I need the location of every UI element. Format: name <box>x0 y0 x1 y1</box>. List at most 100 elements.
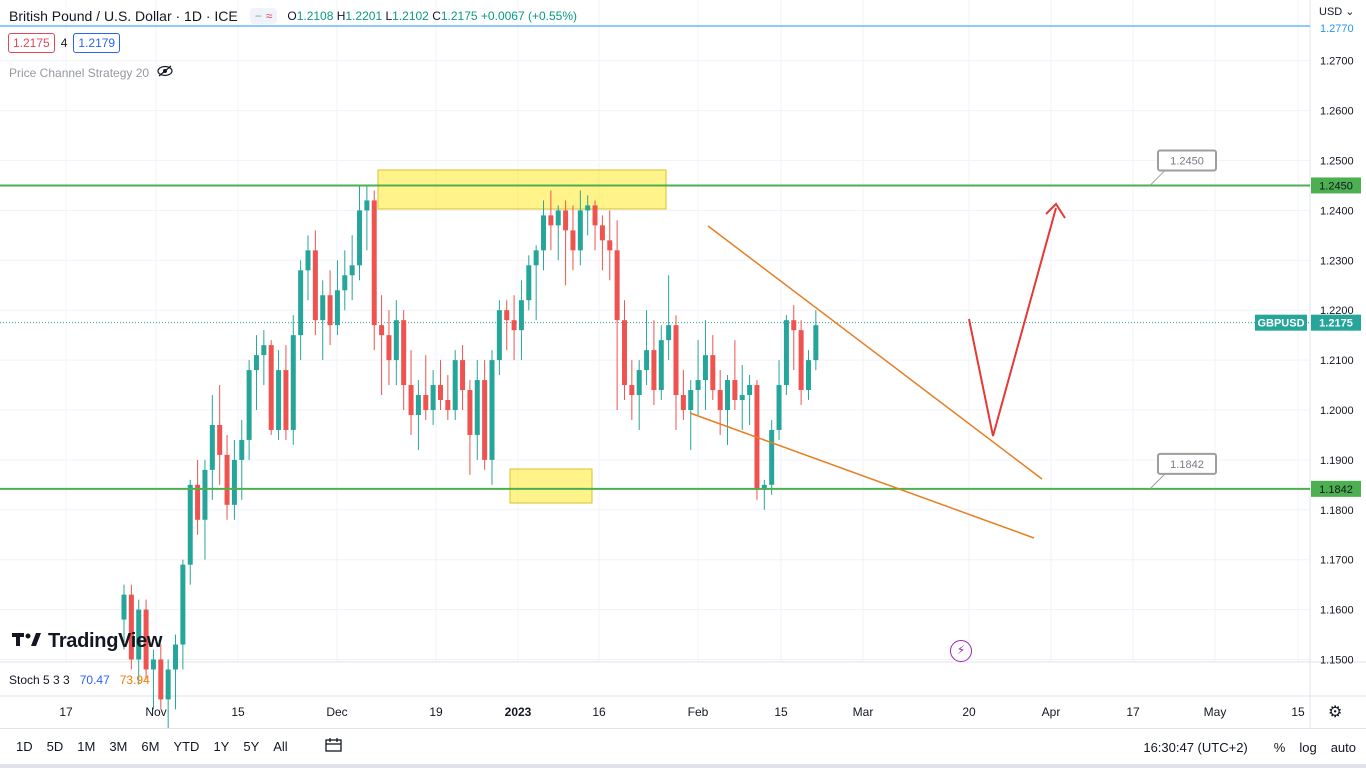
candle-body <box>239 439 245 460</box>
chart-header: British Pound / U.S. Dollar · 1D · ICE −… <box>9 8 577 24</box>
candle-body <box>658 340 664 391</box>
timeframe-6m[interactable]: 6M <box>141 739 160 754</box>
chart-controls[interactable]: − ≈ <box>249 8 278 24</box>
candle-body <box>474 380 480 435</box>
candle-body <box>246 370 252 440</box>
minus-icon[interactable]: − <box>254 9 262 23</box>
footer-strip <box>0 764 1366 768</box>
timeframe-ytd[interactable]: YTD <box>173 739 200 754</box>
gear-icon[interactable]: ⚙︎ <box>1328 704 1343 721</box>
candle-body <box>607 240 613 251</box>
timeframe-1y[interactable]: 1Y <box>213 739 230 754</box>
level-callout-label: 1.1842 <box>1170 459 1204 471</box>
candle-body <box>482 380 488 460</box>
date-range-icon[interactable] <box>325 737 343 756</box>
candle-body <box>165 669 171 700</box>
time-tick-label: May <box>1204 705 1227 719</box>
candle-body <box>511 320 517 331</box>
tradingview-logo[interactable]: TradingView <box>12 630 162 653</box>
lightning-icon[interactable]: ⚡︎ <box>950 640 972 662</box>
candle-body <box>121 594 127 620</box>
price-tick-label: 1.2500 <box>1320 156 1354 168</box>
timeframe-1m[interactable]: 1M <box>77 739 96 754</box>
candle-body <box>386 335 392 361</box>
timeframe-5d[interactable]: 5D <box>46 739 64 754</box>
time-tick-label: Apr <box>1042 705 1061 719</box>
candle-body <box>717 390 723 410</box>
candle-body <box>541 215 547 251</box>
candle-body <box>739 395 745 401</box>
candle-body <box>460 360 466 391</box>
time-tick-label: Dec <box>326 705 347 719</box>
candle-body <box>371 200 377 326</box>
wave-icon[interactable]: ≈ <box>265 9 273 23</box>
time-tick-label: Mar <box>853 705 874 719</box>
candle-body <box>357 210 363 266</box>
candle-body <box>305 250 311 271</box>
time-tick-label: 17 <box>1126 705 1140 719</box>
stoch-label: Stoch 5 3 3 <box>9 673 70 687</box>
price-tick-label-top: 1.2770 <box>1320 23 1354 35</box>
projection-arrowhead <box>1045 202 1066 219</box>
candle-body <box>334 290 340 326</box>
open-label: O <box>287 9 297 23</box>
timeframe-3m[interactable]: 3M <box>109 739 128 754</box>
symbol-tag-label: GBPUSD <box>1257 318 1304 330</box>
auto-toggle[interactable]: auto <box>1330 739 1356 755</box>
candle-body <box>415 395 421 415</box>
level-callout-label: 1.2450 <box>1170 155 1204 167</box>
candle-body <box>621 320 627 386</box>
time-tick-label: 15 <box>1291 705 1305 719</box>
candle-body <box>150 659 156 670</box>
candle-body <box>202 469 208 520</box>
candle-body <box>290 335 296 430</box>
timeframe-5y[interactable]: 5Y <box>243 739 260 754</box>
stoch-legend[interactable]: Stoch 5 3 3 70.47 73.94 <box>9 673 150 687</box>
candle-body <box>688 390 694 410</box>
strategy-legend[interactable]: Price Channel Strategy 20 <box>9 65 173 80</box>
level-callout-box <box>1157 149 1217 172</box>
bottom-right-controls: 16:30:47 (UTC+2) % log auto <box>1143 729 1356 765</box>
price-tick-label: 1.2200 <box>1320 305 1354 317</box>
candle-body <box>783 320 789 386</box>
candle-body <box>592 205 598 226</box>
time-tick-label: 15 <box>774 705 788 719</box>
wedge-upper-trendline <box>707 225 1043 480</box>
sell-price-button[interactable]: 1.2175 <box>8 33 55 53</box>
candle-body <box>312 250 318 321</box>
candle-body <box>364 200 370 211</box>
stoch-d-value: 73.94 <box>119 673 150 687</box>
price-chart[interactable]: 1.2450 1.2450 1.1842 1.1842 1.2700 1.2600 1.25… <box>0 0 1366 728</box>
candle-body <box>563 210 569 231</box>
candle-body <box>732 380 738 401</box>
candle-body <box>570 230 576 251</box>
candle-body <box>423 395 429 410</box>
timeframe-1d[interactable]: 1D <box>16 739 33 754</box>
stoch-k-value: 70.47 <box>79 673 110 687</box>
close-value: 1.2175 <box>440 9 478 23</box>
level-axis-label: 1.2450 <box>1319 180 1353 192</box>
candle-body <box>813 325 819 361</box>
eye-slash-icon[interactable] <box>157 65 173 80</box>
price-tick-label: 1.2100 <box>1320 355 1354 367</box>
tradingview-logo-icon <box>12 630 42 653</box>
candle-body <box>209 424 215 470</box>
timeframe-all[interactable]: All <box>273 739 288 754</box>
time-tick-label: 16 <box>592 705 606 719</box>
price-tick-label: 1.1700 <box>1320 555 1354 567</box>
time-tick-label: Feb <box>688 705 709 719</box>
candle-body <box>187 484 193 565</box>
currency-selector[interactable]: USD ⌄ <box>1319 6 1355 18</box>
candle-body <box>636 370 642 396</box>
bottom-toolbar: 1D 5D 1M 3M 6M YTD 1Y 5Y All 16:30:47 (U… <box>0 728 1366 764</box>
symbol-title[interactable]: British Pound / U.S. Dollar · 1D · ICE <box>9 8 238 24</box>
candle-body <box>253 355 259 371</box>
candle-body <box>261 345 267 356</box>
log-toggle[interactable]: log <box>1299 739 1317 755</box>
clock-time[interactable]: 16:30:47 (UTC+2) <box>1143 739 1248 755</box>
percent-toggle[interactable]: % <box>1273 739 1286 755</box>
buy-price-button[interactable]: 1.2179 <box>73 33 121 53</box>
highlight-zone-support <box>509 468 593 504</box>
price-tick-label: 1.2700 <box>1320 56 1354 68</box>
